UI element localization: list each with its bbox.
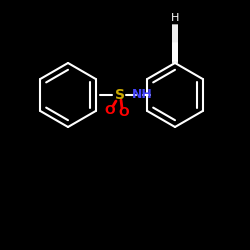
Text: H: H bbox=[171, 13, 179, 23]
Text: O: O bbox=[105, 104, 115, 118]
Text: S: S bbox=[115, 88, 125, 102]
Text: NH: NH bbox=[132, 88, 152, 102]
Text: O: O bbox=[119, 106, 129, 120]
